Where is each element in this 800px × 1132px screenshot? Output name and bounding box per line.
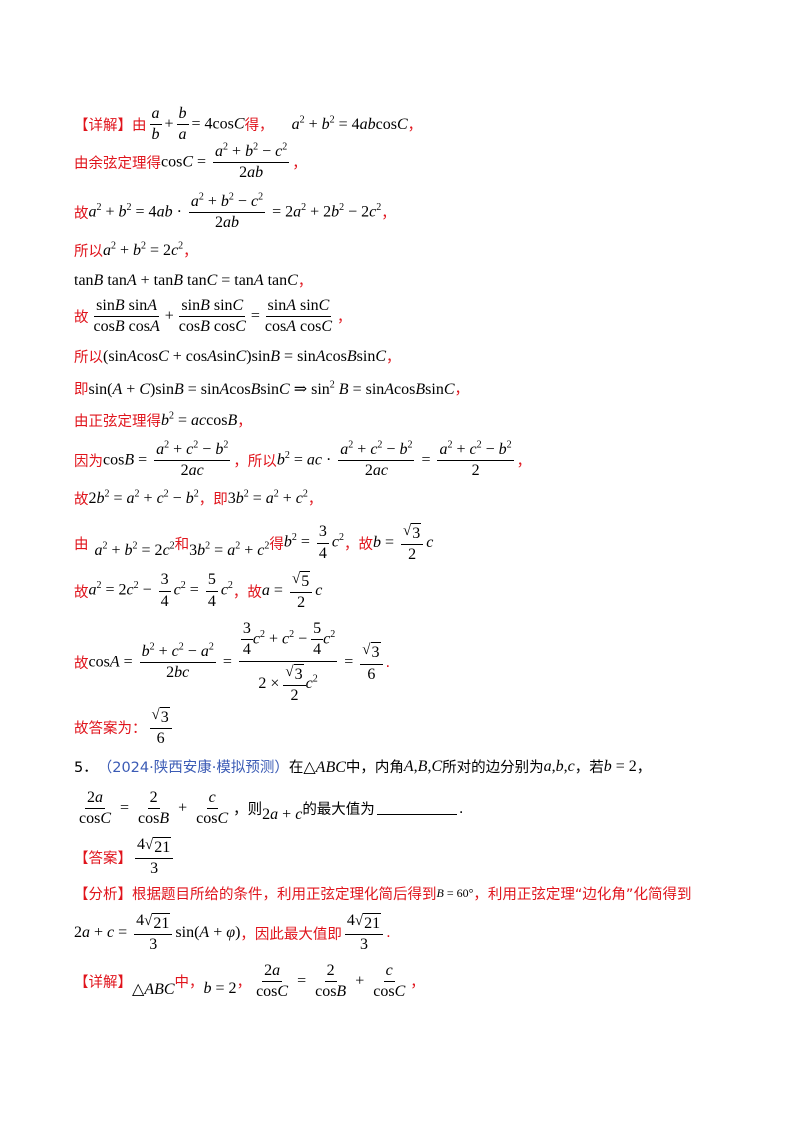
answer-line: 【答案】 4 √ 21 3: [74, 836, 176, 879]
line-11: 故 2b2 = a2 + c2 − b2 ，即 3b2 = a2 + c2 ，: [74, 488, 323, 508]
answer-label: 故答案为：: [74, 720, 147, 737]
line-3: 故 a2 + b2 = 4ab · a2 + b2 − c2 2ab = 2a2 …: [74, 191, 396, 232]
formula: sinB sinA cosB cosA + sinB sinC cosB cosC = si…: [93, 297, 333, 336]
formula: b = √ 3 2 c: [372, 523, 434, 564]
line-14: 故 cosA = b2 + c2 − a2 2bc = 3 4 c2 + c2 − 5…: [74, 620, 391, 705]
formula: △ABC: [132, 980, 175, 998]
formula: △ABC: [303, 758, 346, 776]
formula: a2 + b2 = 4abcosC: [291, 114, 408, 133]
question-source: （2024·陕西安康·模拟预测）: [97, 760, 289, 776]
formula: sin(A + C)sinB = sinAcosBsinC ⇒ sin2 B =…: [88, 379, 455, 398]
formula: a b + b a = 4cosC: [149, 105, 245, 144]
formula: a2 + b2 = 2c2: [94, 540, 175, 560]
line-15: 故答案为： √ 3 6: [74, 706, 175, 749]
line-6: 故 sinB sinA cosB cosA + sinB sinC cosB cosC =…: [74, 297, 352, 336]
analysis-tag: 【分析】: [74, 887, 132, 903]
line-5: tanB tanA + tanB tanC = tanA tanC ，: [74, 271, 313, 291]
formula: a2 + b2 = 2c2: [103, 240, 184, 259]
line-9: 由正弦定理得 b2 = accosB ，: [74, 410, 252, 430]
formula: b2 = ac · a2 + c2 − b2 2ac = a2 + c2 − b2…: [276, 439, 514, 480]
formula: cosB = a2 + c2 − b2 2ac: [103, 439, 231, 480]
formula: 2a + c: [262, 805, 303, 823]
formula: B = 60°: [436, 886, 474, 900]
formula: a2 + b2 = 4ab · a2 + b2 − c2 2ab = 2a2 + …: [88, 191, 382, 232]
line-2: 由余弦定理得 cosC = a2 + b2 − c2 2ab ，: [74, 141, 307, 182]
analysis-line-1: 【分析】 根据题目所给的条件，利用正弦定理化简后得到 B = 60° ，利用正弦…: [74, 883, 691, 904]
formula: 2a cosC = 2 cosB + c cosC: [256, 962, 406, 1001]
formula: a = √ 5 2 c: [261, 571, 323, 612]
formula: b2 = 3 4 c2: [283, 523, 344, 562]
formula: b = 2: [603, 757, 637, 775]
formula: 3b2 = a2 + c2: [189, 540, 270, 560]
line-8: 即 sin(A + C)sinB = sinAcosBsinC ⇒ sin2 B…: [74, 379, 469, 398]
analysis-line-2: 2a + c = 4 √ 21 3 sin(A + φ) ，因此最大值即 4 √ 21 3 .: [74, 912, 391, 955]
answer-blank: [376, 802, 457, 816]
formula: b2 = accosB: [161, 410, 238, 429]
formula: 2a cosC = 2 cosB + c cosC: [79, 789, 229, 828]
detail-tag: 【详解】: [74, 118, 132, 135]
question-number: 5．: [74, 760, 98, 776]
question-5-line-1: 5． （2024·陕西安康·模拟预测） 在 △ABC 中，内角 A,B,C 所对…: [74, 757, 652, 777]
formula: (sinAcosC + cosAsinC)sinB = sinAcosBsinC: [103, 347, 386, 365]
formula: tanB tanA + tanB tanC = tanA tanC: [74, 271, 298, 289]
formula: 4 √ 21 3: [342, 912, 386, 955]
question-5-line-2: 2a cosC = 2 cosB + c cosC ，则 2a + c 的最大值为 .: [74, 789, 463, 829]
formula: a,b,c: [543, 757, 575, 775]
detail-tag-2: 【详解】: [74, 975, 132, 992]
formula: 3b2 = a2 + c2: [227, 488, 308, 507]
formula: 4 √ 21 3: [132, 836, 176, 879]
line-4: 所以 a2 + b2 = 2c2 ，: [74, 240, 198, 260]
formula: b = 2: [203, 979, 237, 997]
formula: 2b2 = a2 + c2 − b2: [88, 488, 199, 507]
formula: √ 3 6: [147, 706, 175, 749]
formula: a2 = 2c2 − 3 4 c2 = 5 4 c2: [88, 571, 233, 610]
formula: A,B,C: [403, 757, 443, 775]
line-7: 所以 (sinAcosC + cosAsinC)sinB = sinAcosBs…: [74, 347, 401, 367]
formula: 2a + c = 4 √ 21 3 sin(A + φ): [74, 912, 241, 954]
answer-tag: 【答案】: [74, 850, 132, 867]
formula: cosC = a2 + b2 − c2 2ab: [161, 141, 290, 182]
line-10: 因为 cosB = a2 + c2 − b2 2ac ，所以 b2 = ac · …: [74, 439, 532, 480]
line-13: 故 a2 = 2c2 − 3 4 c2 = 5 4 c2 ，故 a = √ 5 2 c: [74, 571, 323, 612]
line-12: 由 a2 + b2 = 2c2 和 3b2 = a2 + c2 得 b2 = 3…: [74, 523, 434, 564]
line-1: 【详解】 由 a b + b a = 4cosC 得， a2 + b2 = 4abcosC…: [74, 105, 423, 144]
